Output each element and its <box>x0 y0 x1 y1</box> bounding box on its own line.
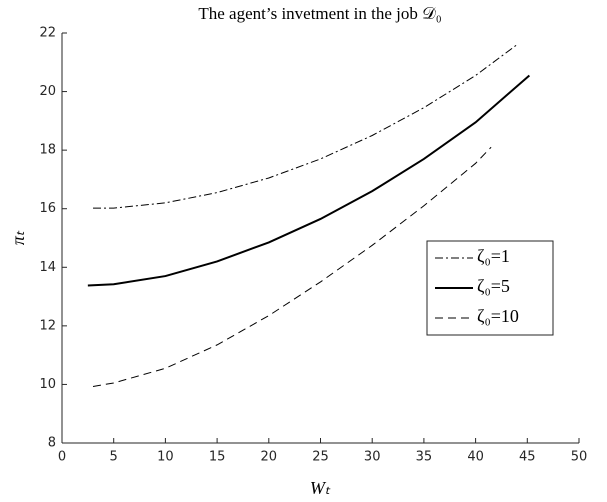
series-line <box>93 44 518 209</box>
y-tick-label: 10 <box>39 377 56 392</box>
y-tick-label: 18 <box>39 143 56 158</box>
series-line <box>92 146 492 387</box>
y-tick-label: 8 <box>48 436 56 451</box>
x-tick-label: 5 <box>110 450 118 465</box>
x-tick-label: 20 <box>261 450 278 465</box>
y-tick-label: 20 <box>39 84 56 99</box>
series-line <box>87 74 531 287</box>
x-axis-label: Wₜ <box>310 478 331 498</box>
y-tick-label: 16 <box>39 201 56 216</box>
legend-label: ζ₀=5 <box>477 276 510 296</box>
y-tick-label: 14 <box>39 260 56 275</box>
x-tick-label: 0 <box>58 450 66 465</box>
x-tick-label: 25 <box>312 450 329 465</box>
x-tick-label: 45 <box>519 450 536 465</box>
x-tick-label: 10 <box>157 450 174 465</box>
x-tick-label: 35 <box>416 450 433 465</box>
x-tick-label: 40 <box>467 450 484 465</box>
legend-label: ζ₀=10 <box>477 306 519 326</box>
x-tick-label: 15 <box>209 450 226 465</box>
y-tick-label: 22 <box>39 26 56 41</box>
y-tick-label: 12 <box>39 318 56 333</box>
chart-title: The agent’s invetment in the job 𝒟₀ <box>198 4 441 23</box>
x-tick-label: 30 <box>364 450 381 465</box>
x-tick-label: 50 <box>571 450 588 465</box>
y-axis-label: πₜ <box>8 230 28 245</box>
legend-label: ζ₀=1 <box>477 246 510 266</box>
